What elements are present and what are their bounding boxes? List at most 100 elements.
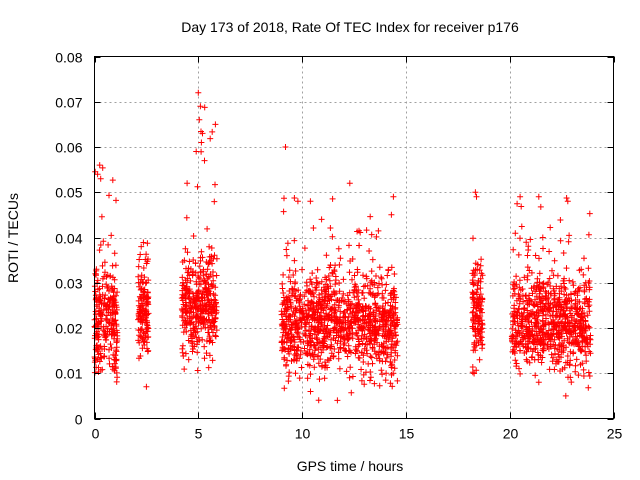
data-point [474, 286, 481, 293]
data-point [301, 301, 308, 308]
data-point [291, 257, 298, 264]
data-point [315, 360, 322, 367]
data-point [201, 277, 208, 284]
data-point [194, 367, 201, 374]
data-point [297, 291, 304, 298]
data-point [190, 233, 197, 239]
data-point [513, 273, 520, 280]
data-point [549, 312, 556, 319]
data-point [312, 347, 318, 354]
data-point [363, 303, 370, 310]
data-point [209, 357, 216, 364]
data-point [137, 327, 144, 334]
data-point [542, 293, 549, 299]
data-point [334, 397, 341, 404]
data-point [358, 377, 365, 384]
data-point [100, 238, 107, 245]
data-point [524, 252, 531, 259]
data-point [539, 317, 546, 324]
data-point [571, 316, 578, 323]
data-point [569, 278, 576, 285]
data-point [367, 369, 374, 375]
data-point [342, 313, 349, 320]
data-point [378, 274, 385, 281]
data-point [516, 330, 523, 337]
data-point [329, 233, 336, 240]
data-point [375, 351, 382, 358]
data-point [474, 261, 481, 268]
data-point [335, 245, 342, 252]
data-point [560, 277, 567, 284]
data-point [375, 327, 381, 334]
data-point [348, 389, 355, 396]
data-point [94, 334, 101, 341]
data-point [518, 318, 525, 325]
data-point [564, 198, 571, 205]
data-point [283, 246, 290, 253]
data-point [292, 370, 299, 377]
data-point [322, 364, 328, 371]
data-point [572, 288, 579, 295]
data-point [300, 338, 307, 345]
y-tick-label: 0.04 [55, 231, 82, 247]
data-point [565, 374, 571, 381]
data-point [513, 360, 520, 367]
data-point [293, 307, 300, 314]
data-point [473, 193, 480, 200]
data-point [586, 335, 593, 342]
data-point [185, 269, 192, 276]
data-point [99, 311, 106, 318]
data-point [533, 309, 540, 316]
data-point [355, 296, 362, 303]
data-point [360, 308, 367, 315]
data-point [517, 296, 524, 303]
data-point [181, 366, 188, 373]
data-point [101, 343, 108, 350]
data-point [535, 379, 542, 386]
data-point [553, 356, 560, 363]
data-point [109, 177, 116, 184]
data-point [580, 366, 587, 373]
data-point [472, 313, 479, 320]
data-point [209, 312, 216, 319]
data-point [329, 195, 336, 202]
data-point [319, 326, 326, 333]
data-point [98, 213, 105, 220]
data-point [282, 329, 289, 336]
data-point [512, 230, 519, 237]
data-point [565, 238, 572, 245]
data-point [184, 249, 191, 256]
data-point [394, 314, 401, 321]
data-point [346, 324, 353, 331]
data-point [560, 313, 566, 320]
data-point [179, 259, 186, 265]
data-point [212, 332, 219, 339]
data-point [283, 362, 289, 369]
data-point [318, 278, 325, 285]
data-point [110, 351, 117, 358]
data-point [331, 291, 338, 298]
data-point [105, 241, 112, 248]
data-point [571, 327, 578, 334]
data-point [577, 361, 584, 368]
data-point [372, 351, 379, 357]
data-point [373, 273, 379, 279]
data-point [208, 245, 215, 251]
data-point [391, 341, 398, 348]
data-point [526, 267, 533, 274]
data-point [282, 144, 289, 150]
data-point [108, 232, 115, 239]
data-point [180, 279, 186, 286]
data-point [354, 293, 360, 300]
data-point [209, 128, 216, 135]
data-point [307, 276, 314, 283]
data-point [469, 364, 476, 370]
data-point [477, 285, 484, 292]
data-point [337, 308, 344, 315]
data-point [289, 285, 295, 292]
data-point [337, 344, 344, 351]
data-point [205, 329, 212, 336]
data-point [304, 337, 311, 344]
data-point [372, 300, 379, 307]
data-point [102, 333, 109, 340]
